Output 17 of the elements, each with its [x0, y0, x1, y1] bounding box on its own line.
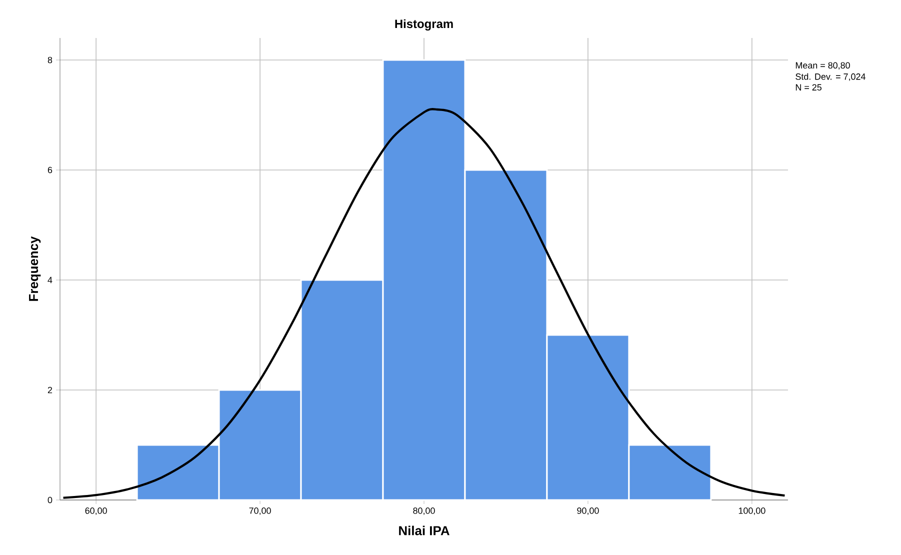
- y-tick-label: 0: [48, 496, 52, 504]
- chart-title: Histogram: [395, 19, 453, 31]
- text: Std. Dev. = 7,024: [796, 73, 866, 81]
- x-tick-label: 100,00: [738, 508, 766, 515]
- y-tick-label: 8: [48, 56, 52, 64]
- text: Mean = 80,80: [796, 62, 850, 70]
- y-axis-title: Frequency: [29, 236, 41, 301]
- x-tick-label: 90,00: [577, 508, 599, 515]
- y-tick-label: 2: [48, 386, 52, 394]
- x-tick-label: 80,00: [413, 508, 435, 515]
- x-axis-title: Nilai IPA: [399, 526, 450, 536]
- x-tick-label: 60,00: [85, 508, 107, 515]
- x-tick-label: 70,00: [249, 508, 271, 515]
- y-tick-label: 4: [48, 276, 52, 284]
- text: N = 25: [796, 84, 822, 91]
- y-tick-label: 6: [48, 166, 52, 174]
- line-series: [62, 108, 786, 499]
